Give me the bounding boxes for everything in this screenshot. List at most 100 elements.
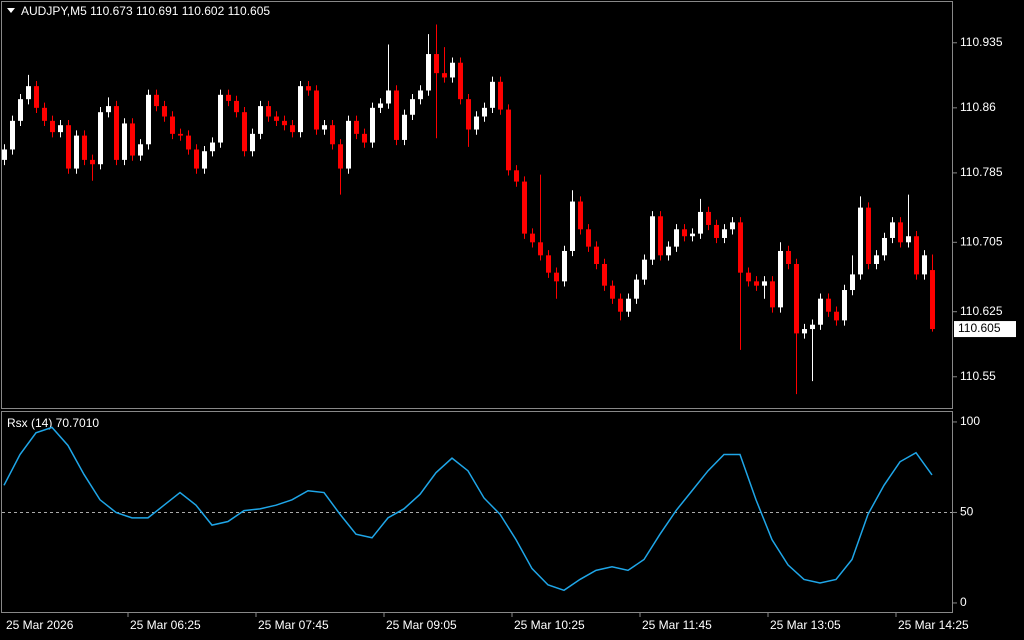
candle-body bbox=[922, 255, 927, 275]
candle-body bbox=[802, 329, 807, 334]
x-tick-label: 25 Mar 14:25 bbox=[898, 618, 969, 632]
candle-body bbox=[714, 224, 719, 238]
candle-body bbox=[298, 86, 303, 133]
candle-body bbox=[178, 133, 183, 136]
candle-body bbox=[506, 109, 511, 171]
candle-body bbox=[610, 285, 615, 299]
candle-body bbox=[194, 149, 199, 169]
candle-body bbox=[530, 233, 535, 243]
candle-body bbox=[322, 125, 327, 130]
candle-body bbox=[890, 222, 895, 238]
candle-body bbox=[794, 263, 799, 334]
chart-title: AUDJPY,M5 110.673 110.691 110.602 110.60… bbox=[21, 4, 270, 18]
candle-body bbox=[74, 135, 79, 169]
candle-body bbox=[778, 250, 783, 308]
candle-body bbox=[290, 125, 295, 133]
candle-body bbox=[434, 54, 439, 74]
candle-body bbox=[746, 272, 751, 282]
candle-body bbox=[514, 170, 519, 182]
candle-body bbox=[226, 94, 231, 101]
candle-body bbox=[842, 290, 847, 321]
candle-body bbox=[410, 99, 415, 115]
menu-arrow[interactable] bbox=[7, 8, 15, 13]
candle-body bbox=[250, 133, 255, 152]
candle-body bbox=[402, 114, 407, 140]
x-tick-label: 25 Mar 06:25 bbox=[130, 618, 201, 632]
candle-body bbox=[58, 125, 63, 133]
candle-body bbox=[418, 90, 423, 100]
candle-body bbox=[898, 222, 903, 243]
candle-body bbox=[234, 100, 239, 113]
candle-body bbox=[690, 233, 695, 237]
candle-body bbox=[370, 107, 375, 143]
candle-body bbox=[458, 62, 463, 100]
x-tick-label: 25 Mar 07:45 bbox=[258, 618, 329, 632]
candle-body bbox=[562, 250, 567, 282]
candle-body bbox=[338, 144, 343, 169]
y-tick-label: 0 bbox=[960, 595, 967, 609]
candle-body bbox=[874, 255, 879, 264]
candle-body bbox=[834, 311, 839, 321]
candle-body bbox=[42, 107, 47, 121]
candle-body bbox=[274, 116, 279, 121]
x-tick-label: 25 Mar 2026 bbox=[6, 618, 74, 632]
x-tick-label: 25 Mar 10:25 bbox=[514, 618, 585, 632]
candle-body bbox=[138, 144, 143, 156]
y-tick-label: 110.55 bbox=[960, 369, 996, 383]
candle-body bbox=[170, 116, 175, 134]
candle-body bbox=[618, 298, 623, 312]
candle-body bbox=[570, 201, 575, 251]
candle-body bbox=[698, 211, 703, 234]
candle-body bbox=[554, 272, 559, 282]
candle-body bbox=[786, 250, 791, 264]
candle-body bbox=[394, 90, 399, 140]
candle-body bbox=[482, 107, 487, 117]
candle-body bbox=[626, 298, 631, 312]
candle-body bbox=[98, 112, 103, 165]
candle-body bbox=[210, 142, 215, 152]
candle-body bbox=[34, 86, 39, 108]
x-tick-label: 25 Mar 11:45 bbox=[642, 618, 712, 632]
candle-body bbox=[50, 120, 55, 133]
candle-body bbox=[10, 120, 15, 150]
candle-body bbox=[106, 106, 111, 113]
rsx-line bbox=[3, 426, 933, 592]
candle-body bbox=[186, 135, 191, 150]
candle-body bbox=[578, 201, 583, 230]
candle-body bbox=[386, 90, 391, 104]
candle-body bbox=[650, 216, 655, 260]
candle-body bbox=[378, 103, 383, 108]
candle-body bbox=[426, 54, 431, 91]
candle-body bbox=[810, 324, 815, 330]
candle-body bbox=[346, 120, 351, 169]
current-price-label: 110.605 bbox=[958, 321, 1001, 335]
candle-body bbox=[90, 159, 95, 165]
candle-body bbox=[282, 120, 287, 126]
candle-body bbox=[826, 298, 831, 312]
candle-body bbox=[122, 123, 127, 160]
candle-body bbox=[674, 229, 679, 247]
y-tick-label: 100 bbox=[960, 414, 980, 428]
candle-body bbox=[330, 125, 335, 145]
candle-body bbox=[306, 86, 311, 91]
candle-body bbox=[154, 94, 159, 107]
current-price-box bbox=[954, 321, 1016, 338]
candle-body bbox=[202, 151, 207, 169]
candle-body bbox=[258, 106, 263, 134]
candle-body bbox=[850, 274, 855, 291]
candle-body bbox=[2, 149, 7, 160]
candle-body bbox=[18, 99, 23, 121]
candle-body bbox=[314, 90, 319, 130]
candle-body bbox=[130, 123, 135, 156]
candle-body bbox=[866, 207, 871, 264]
candle-body bbox=[354, 120, 359, 134]
candle-body bbox=[858, 207, 863, 275]
candle-body bbox=[522, 181, 527, 234]
candle-body bbox=[490, 81, 495, 108]
candle-body bbox=[634, 279, 639, 299]
indicator-title: Rsx (14) 70.7010 bbox=[7, 416, 99, 430]
candle-body bbox=[658, 216, 663, 256]
candle-body bbox=[770, 281, 775, 308]
